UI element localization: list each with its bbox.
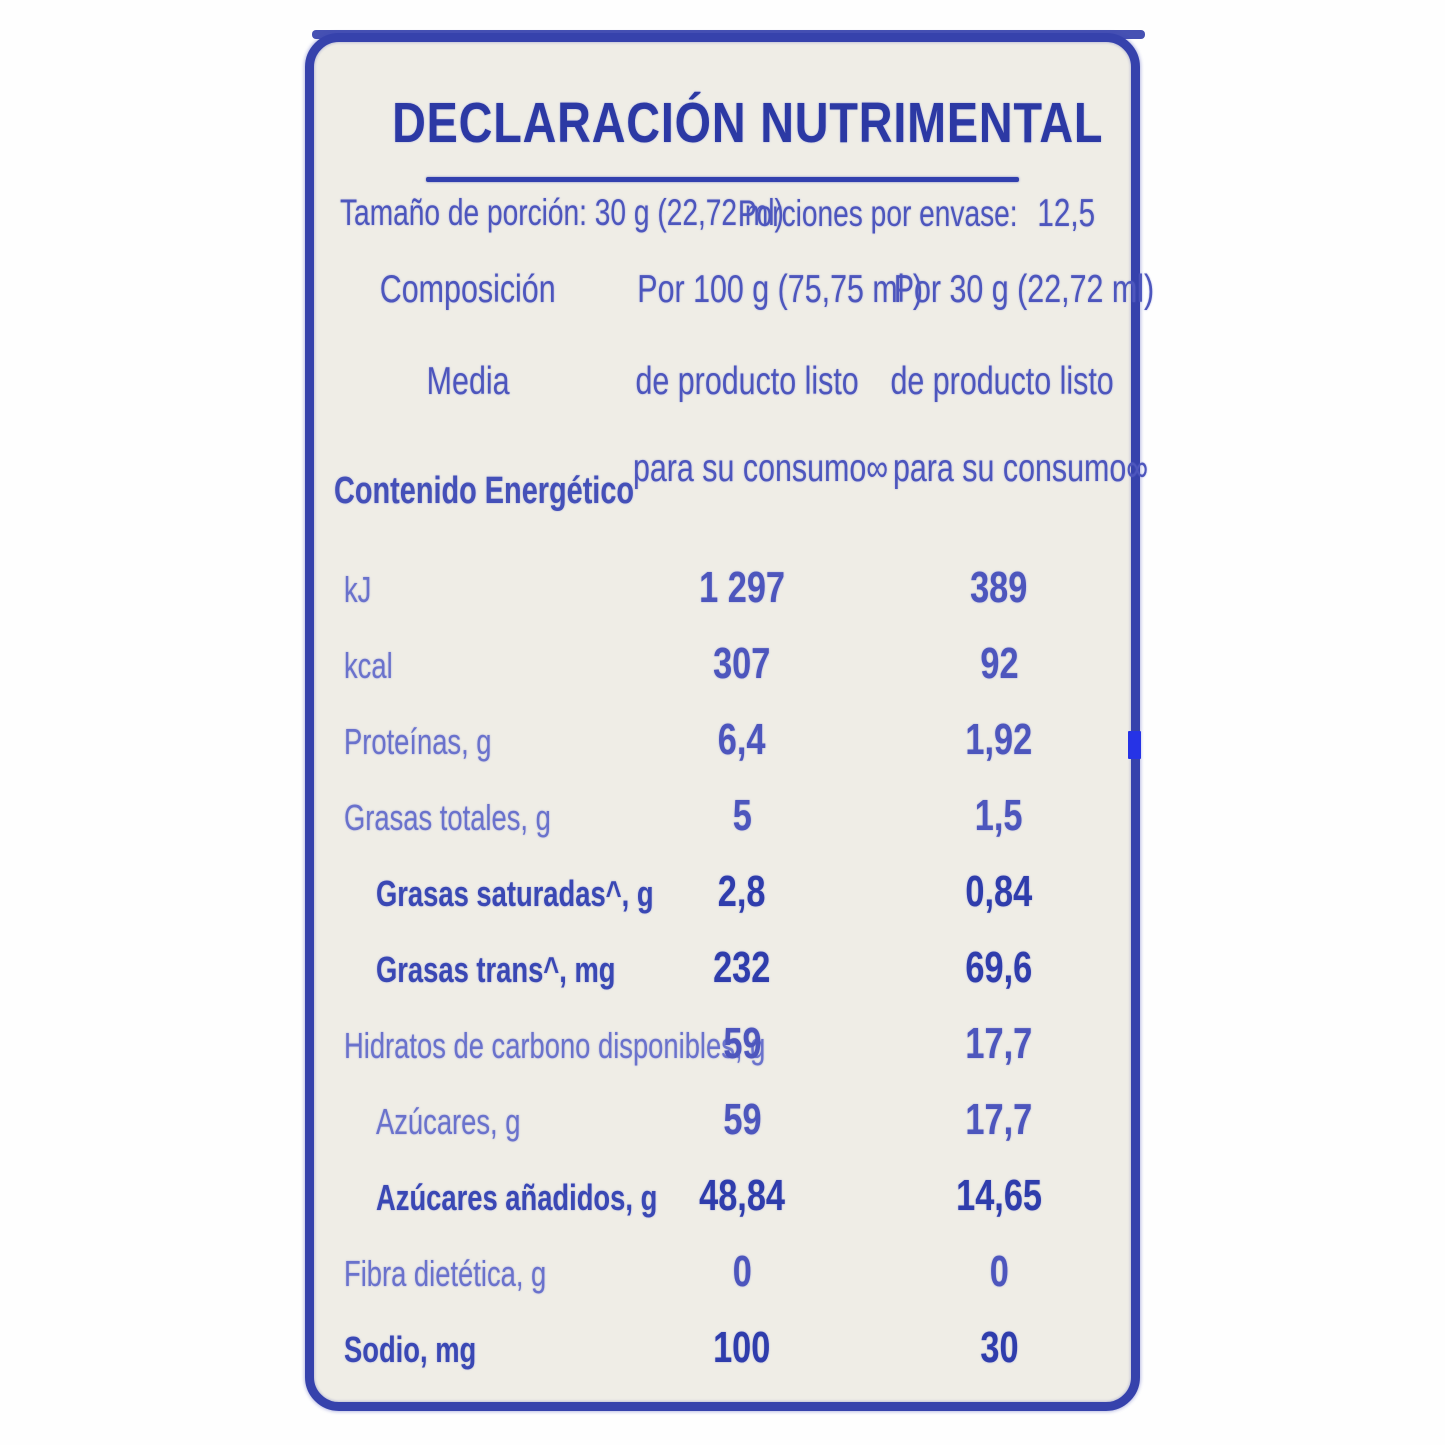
serving-size: Tamaño de porción: 30 g (22,72 ml) [340, 192, 924, 234]
row-value-per100: 2,8 [718, 867, 766, 916]
table-row: Hidratos de carbono disponibles, g 59 17… [314, 996, 1131, 1072]
row-value-per100: 59 [722, 1095, 762, 1144]
row-label: kcal [344, 645, 393, 686]
row-label: Grasas saturadas^, g [376, 873, 654, 914]
per100-header-line2: de producto listo [635, 360, 859, 403]
row-value-per30: 17,7 [965, 1095, 1033, 1144]
per30-header-line1: Por 30 g (22,72 ml) [893, 268, 1155, 311]
row-value-per30: 389 [970, 563, 1028, 612]
row-value-per100: 5 [732, 791, 752, 840]
row-value-per30: 30 [979, 1323, 1019, 1372]
row-value-per100: 59 [722, 1019, 762, 1068]
page-title: DECLARACIÓN NUTRIMENTAL [314, 92, 1131, 155]
row-value-per30: 92 [979, 639, 1019, 688]
per100-header-line3: para su consumo∞ [632, 447, 889, 490]
table-row: Sodio, mg 100 30 [314, 1300, 1131, 1376]
nutrition-label: DECLARACIÓN NUTRIMENTAL Tamaño de porció… [305, 33, 1154, 1411]
row-value-per100: 1 297 [699, 563, 785, 612]
serving-size-text: Tamaño de porción: 30 g (22,72 ml) [340, 192, 784, 233]
section-header-energy-text: Contenido Energético [334, 470, 635, 512]
row-value-per100: 48,84 [699, 1171, 785, 1220]
composition-header-line1: Composición [380, 268, 556, 311]
table-row: Azúcares, g 59 17,7 [314, 1072, 1131, 1148]
row-value-per100: 100 [713, 1323, 771, 1372]
row-value-per100: 232 [713, 943, 771, 992]
table-row: kJ 1 297 389 [314, 540, 1131, 616]
page-title-text: DECLARACIÓN NUTRIMENTAL [392, 91, 1104, 155]
per30-header-line3: para su consumo∞ [892, 447, 1149, 490]
row-value-per30: 0 [989, 1247, 1009, 1296]
row-label: Hidratos de carbono disponibles, g [344, 1025, 766, 1066]
table-row: Grasas saturadas^, g 2,8 0,84 [314, 844, 1131, 920]
row-value-per30: 1,92 [965, 715, 1033, 764]
row-value-per100: 0 [732, 1247, 752, 1296]
table-row: Proteínas, g 6,4 1,92 [314, 692, 1131, 768]
composition-header-line2: Media [426, 360, 510, 403]
servings-per-container: Porciones por envase: 12,5 [625, 192, 1095, 236]
row-label: Azúcares añadidos, g [376, 1177, 658, 1218]
row-value-per30: 14,65 [956, 1171, 1042, 1220]
row-value-per30: 17,7 [965, 1019, 1033, 1068]
servings-per-container-value: 12,5 [1037, 192, 1095, 235]
row-label: Fibra dietética, g [344, 1253, 547, 1294]
servings-per-container-label: Porciones por envase: [737, 193, 1018, 234]
table-row: Grasas totales, g 5 1,5 [314, 768, 1131, 844]
row-value-per30: 1,5 [975, 791, 1023, 840]
side-tick-mark [1128, 731, 1141, 759]
nutrition-rows: kJ 1 297 389 kcal 307 92 Proteínas, g 6,… [314, 540, 1131, 1376]
table-row: Fibra dietética, g 0 0 [314, 1224, 1131, 1300]
table-row: kcal 307 92 [314, 616, 1131, 692]
row-label: kJ [344, 569, 372, 610]
row-label: Proteínas, g [344, 721, 492, 762]
row-value-per100: 6,4 [718, 715, 766, 764]
row-value-per30: 0,84 [965, 867, 1033, 916]
row-label: Grasas totales, g [344, 797, 551, 838]
table-row: Azúcares añadidos, g 48,84 14,65 [314, 1148, 1131, 1224]
table-row: Grasas trans^, mg 232 69,6 [314, 920, 1131, 996]
row-label: Sodio, mg [344, 1329, 477, 1370]
per100-header-line1: Por 100 g (75,75 ml ) [637, 268, 924, 311]
row-value-per30: 69,6 [965, 943, 1033, 992]
title-underline [426, 177, 1019, 182]
row-label: Grasas trans^, mg [376, 949, 616, 990]
per30-header-line2: de producto listo [890, 360, 1114, 403]
row-label: Azúcares, g [376, 1101, 521, 1142]
row-value-per100: 307 [713, 639, 771, 688]
section-header-energy: Contenido Energético [334, 470, 729, 513]
